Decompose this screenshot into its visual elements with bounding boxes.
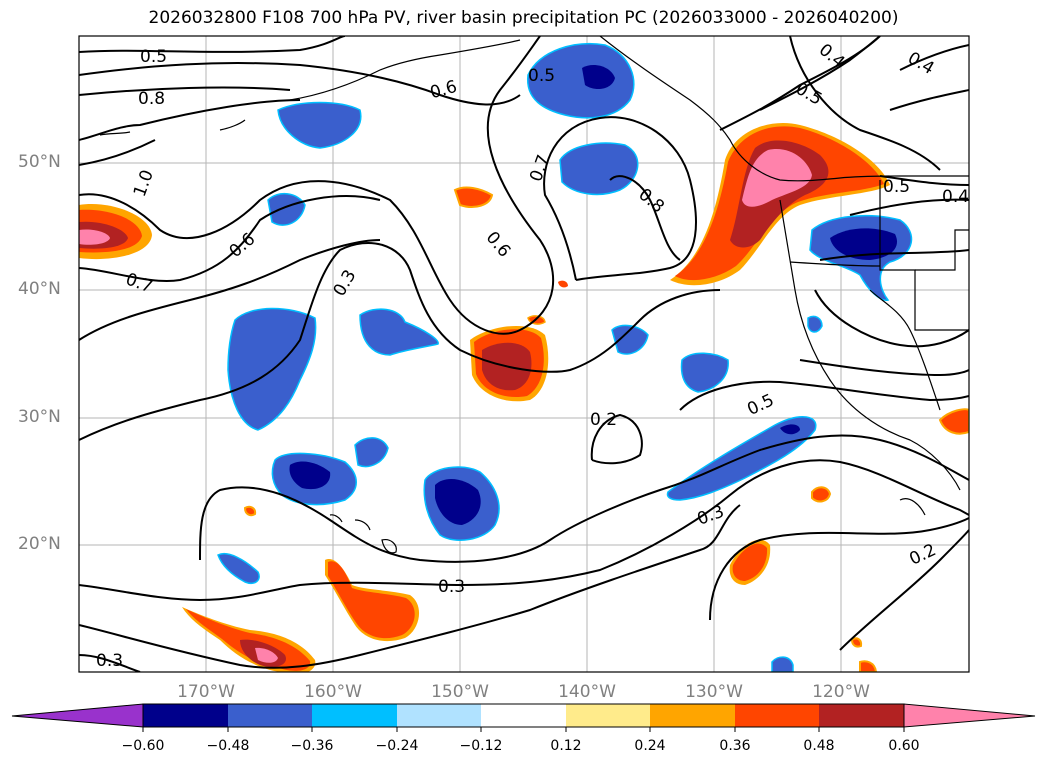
lon-label-160w: 160°W bbox=[304, 682, 362, 702]
colorbar-tick-0: −0.60 bbox=[121, 738, 165, 754]
svg-text:0.8: 0.8 bbox=[138, 89, 165, 109]
colorbar-tick-3: −0.24 bbox=[375, 738, 419, 754]
svg-text:0.5: 0.5 bbox=[744, 390, 777, 420]
lon-label-170w: 170°W bbox=[177, 682, 235, 702]
colorbar-tick-5: 0.12 bbox=[550, 738, 582, 754]
svg-text:0.6: 0.6 bbox=[226, 229, 260, 262]
svg-text:0.4: 0.4 bbox=[815, 40, 849, 73]
map-frame bbox=[78, 35, 970, 673]
svg-text:0.4: 0.4 bbox=[942, 187, 969, 207]
svg-text:0.5: 0.5 bbox=[528, 66, 555, 86]
lat-label-40n: 40°N bbox=[18, 279, 61, 299]
colorbar-tick-2: −0.36 bbox=[290, 738, 334, 754]
colorbar-tick-1: −0.48 bbox=[206, 738, 250, 754]
lat-label-20n: 20°N bbox=[18, 534, 61, 554]
svg-text:0.7: 0.7 bbox=[123, 269, 155, 297]
coastlines bbox=[99, 36, 969, 554]
map-title: 2026032800 F108 700 hPa PV, river basin … bbox=[148, 8, 899, 28]
lon-label-150w: 150°W bbox=[431, 682, 489, 702]
svg-text:0.5: 0.5 bbox=[883, 177, 910, 197]
svg-text:0.3: 0.3 bbox=[330, 266, 361, 299]
svg-text:0.8: 0.8 bbox=[634, 185, 668, 218]
colorbar-tick-4: −0.12 bbox=[459, 738, 503, 754]
colorbar-tick-9: 0.60 bbox=[888, 738, 920, 754]
svg-text:0.3: 0.3 bbox=[695, 502, 727, 530]
lon-label-140w: 140°W bbox=[558, 682, 616, 702]
contour-label-bottom: 0.3 bbox=[96, 651, 123, 671]
lon-label-130w: 130°W bbox=[685, 682, 743, 702]
colorbar-tick-8: 0.48 bbox=[803, 738, 835, 754]
svg-text:0.5: 0.5 bbox=[792, 79, 825, 110]
svg-text:1.0: 1.0 bbox=[130, 167, 158, 199]
svg-text:0.2: 0.2 bbox=[590, 410, 617, 430]
lat-label-50n: 50°N bbox=[18, 152, 61, 172]
colorbar-tick-7: 0.36 bbox=[719, 738, 751, 754]
svg-text:0.5: 0.5 bbox=[140, 47, 167, 67]
precip-blob-gulf-of-alaska bbox=[527, 43, 635, 119]
svg-text:0.4: 0.4 bbox=[904, 48, 937, 79]
pv-contours bbox=[79, 36, 969, 672]
precip-positive-anomalies bbox=[79, 123, 969, 672]
svg-text:0.6: 0.6 bbox=[482, 228, 515, 262]
svg-text:0.3: 0.3 bbox=[438, 577, 465, 597]
lon-label-120w: 120°W bbox=[812, 682, 870, 702]
colorbar-tick-6: 0.24 bbox=[634, 738, 666, 754]
lat-label-30n: 30°N bbox=[18, 407, 61, 427]
